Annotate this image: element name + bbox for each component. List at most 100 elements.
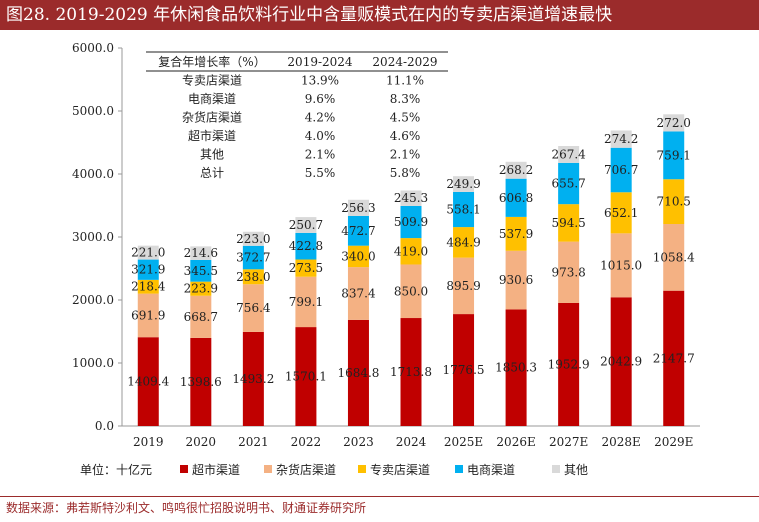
table-cell: 13.9% bbox=[301, 74, 339, 88]
bar-segment bbox=[137, 337, 159, 426]
bar-value-label: 509.9 bbox=[394, 215, 428, 229]
bar-value-label: 422.8 bbox=[289, 239, 323, 253]
bar-segment bbox=[347, 199, 369, 216]
bar-segment bbox=[242, 231, 264, 246]
table-cell: 4.6% bbox=[390, 129, 421, 143]
bar-value-label: 1776.5 bbox=[443, 363, 485, 377]
bar-segment bbox=[347, 215, 369, 246]
bar-value-label: 1952.9 bbox=[548, 357, 590, 371]
table-cell: 4.5% bbox=[390, 111, 421, 125]
bar-segment bbox=[190, 281, 212, 296]
bar-value-label: 221.0 bbox=[131, 246, 165, 260]
table-cell: 5.8% bbox=[390, 166, 421, 180]
bar-segment bbox=[558, 204, 580, 242]
y-tick-label: 2000.0 bbox=[72, 293, 114, 307]
bar-segment bbox=[610, 147, 632, 193]
bar-segment bbox=[295, 327, 317, 426]
x-tick-label: 2023 bbox=[343, 435, 374, 449]
bars bbox=[137, 114, 685, 426]
bar-segment bbox=[558, 162, 580, 205]
bar-segment bbox=[663, 224, 685, 291]
bar-value-label: 272.0 bbox=[657, 116, 691, 130]
bar-segment bbox=[558, 302, 580, 426]
bar-value-label: 1850.3 bbox=[495, 361, 537, 375]
bar-value-label: 850.0 bbox=[394, 284, 428, 298]
y-tick-label: 3000.0 bbox=[72, 230, 114, 244]
bar-segment bbox=[663, 114, 685, 132]
bar-segment bbox=[347, 267, 369, 320]
bar-segment bbox=[137, 293, 159, 338]
x-axis: 2019 2020 2021 2022 2023 2024 2025E 2026E 2027E 2… bbox=[133, 435, 693, 449]
table-cell: 4.0% bbox=[305, 129, 336, 143]
bar-value-label: 606.8 bbox=[499, 191, 533, 205]
bar-value-label: 249.9 bbox=[446, 177, 480, 191]
bar-segment bbox=[400, 238, 422, 265]
x-tick-label: 2020 bbox=[186, 435, 217, 449]
legend-item-label: 专卖店渠道 bbox=[370, 462, 430, 477]
bar-segment bbox=[242, 269, 264, 285]
bar-segment bbox=[190, 337, 212, 426]
bar-segment bbox=[663, 179, 685, 225]
bar-value-label: 594.5 bbox=[551, 216, 585, 230]
bar-segment bbox=[400, 190, 422, 206]
x-tick-label: 2025E bbox=[444, 435, 483, 449]
bar-value-label: 273.5 bbox=[289, 261, 323, 275]
bar-value-label: 345.5 bbox=[184, 264, 218, 278]
bar-value-label: 238.0 bbox=[236, 270, 270, 284]
bar-segment bbox=[295, 259, 317, 277]
bar-value-label: 218.4 bbox=[131, 280, 166, 294]
x-tick-label: 2026E bbox=[496, 435, 535, 449]
bar-segment bbox=[453, 191, 475, 228]
table-cell: 杂货店渠道 bbox=[182, 110, 242, 125]
bar-value-label: 256.3 bbox=[341, 201, 375, 215]
bar-value-label: 250.7 bbox=[289, 218, 323, 232]
legend-item-label: 其他 bbox=[564, 463, 588, 477]
bar-value-label: 706.7 bbox=[604, 163, 638, 177]
bar-value-label: 655.7 bbox=[551, 177, 585, 191]
bar-segment bbox=[558, 146, 580, 163]
bar-segment bbox=[453, 257, 475, 315]
bar-segment bbox=[295, 232, 317, 260]
bar-value-label: 1684.8 bbox=[337, 366, 379, 380]
bar-segment bbox=[137, 279, 159, 294]
bar-segment bbox=[453, 227, 475, 258]
x-tick-label: 2022 bbox=[291, 435, 322, 449]
bar-value-label: 267.4 bbox=[551, 147, 586, 161]
bar-value-label: 652.1 bbox=[604, 206, 638, 220]
bar-segment bbox=[505, 178, 527, 217]
x-tick-label: 2028E bbox=[602, 435, 641, 449]
y-tick-label: 1000.0 bbox=[72, 356, 114, 370]
bar-segment bbox=[505, 250, 527, 310]
source-divider bbox=[0, 496, 759, 497]
y-tick-label: 4000.0 bbox=[72, 167, 114, 181]
bar-value-label: 837.4 bbox=[341, 286, 376, 300]
data-labels: 1409.4 691.9 218.4 321.9 221.0 1398.6 668.7 223… bbox=[127, 116, 695, 389]
bar-value-label: 321.9 bbox=[131, 263, 165, 277]
table-cell: 专卖店渠道 bbox=[182, 73, 242, 88]
bar-segment bbox=[137, 259, 159, 280]
bar-value-label: 558.1 bbox=[446, 203, 480, 217]
bar-value-label: 1713.8 bbox=[390, 365, 432, 379]
stacked-bar-chart: 0.01000.02000.03000.04000.05000.06000.0 … bbox=[72, 41, 700, 477]
table-cell: 超市渠道 bbox=[188, 128, 236, 143]
bar-segment bbox=[610, 297, 632, 426]
bar-segment bbox=[295, 217, 317, 233]
bar-segment bbox=[558, 241, 580, 303]
table-cell: 其他 bbox=[200, 148, 224, 162]
bar-value-label: 268.2 bbox=[499, 163, 533, 177]
bar-value-label: 1015.0 bbox=[600, 258, 642, 272]
legend-swatch bbox=[264, 465, 272, 473]
bar-segment bbox=[663, 131, 685, 180]
bar-value-label: 274.2 bbox=[604, 132, 638, 146]
bar-value-label: 895.9 bbox=[446, 279, 480, 293]
bar-value-label: 1058.4 bbox=[653, 250, 695, 264]
bar-segment bbox=[347, 245, 369, 268]
legend-swatch bbox=[455, 465, 463, 473]
bar-value-label: 1398.6 bbox=[180, 375, 222, 389]
bar-value-label: 668.7 bbox=[184, 310, 218, 324]
bar-segment bbox=[190, 295, 212, 338]
table-cell: 电商渠道 bbox=[188, 91, 236, 106]
bar-segment bbox=[242, 331, 264, 426]
legend-item-label: 超市渠道 bbox=[192, 462, 240, 477]
bar-segment bbox=[610, 192, 632, 234]
